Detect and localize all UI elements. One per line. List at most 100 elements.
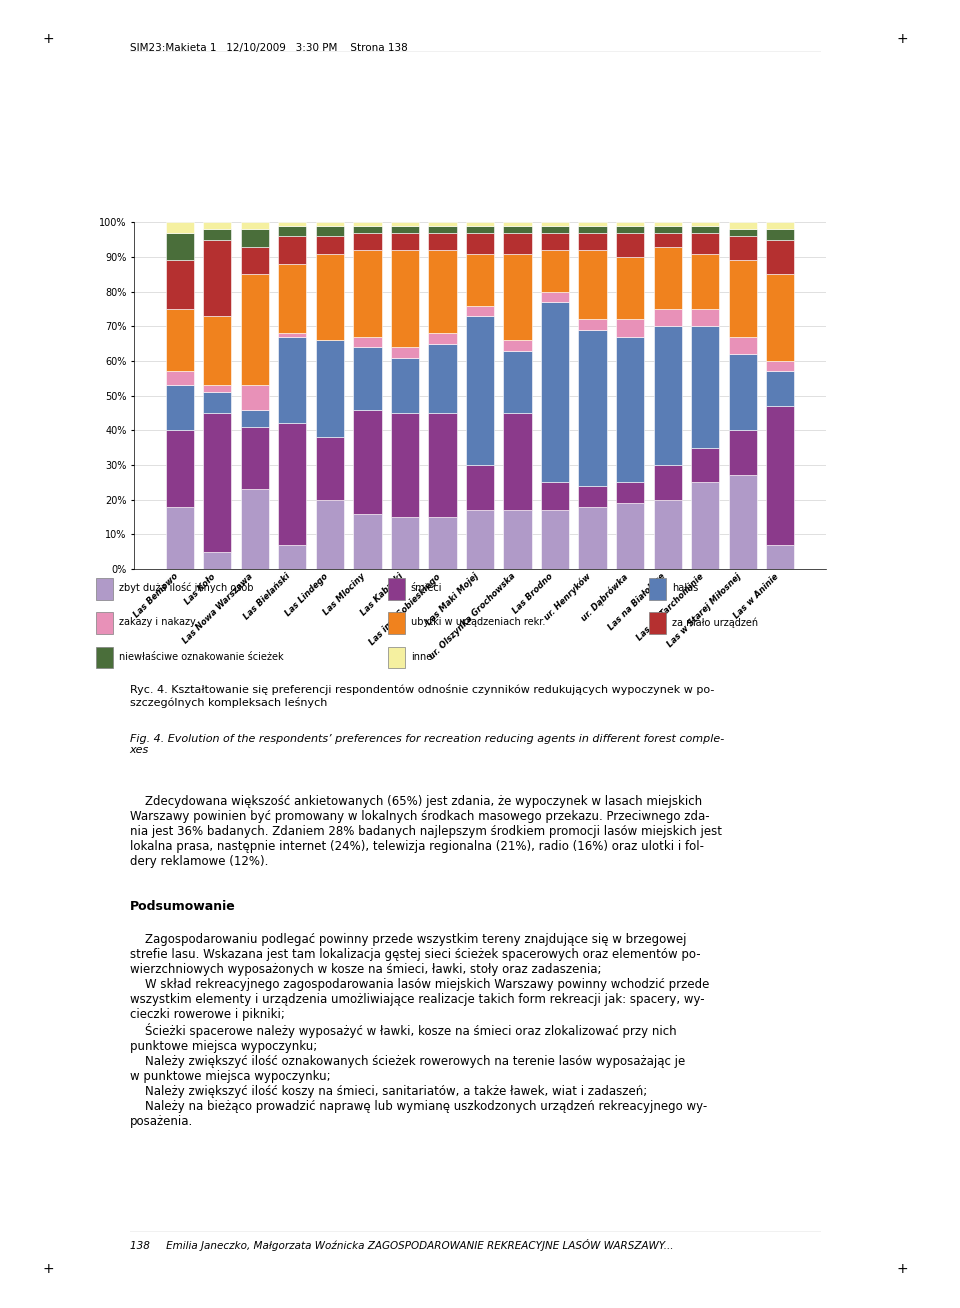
Bar [428, 233, 457, 250]
Bar [766, 371, 794, 405]
FancyBboxPatch shape [649, 612, 666, 634]
FancyBboxPatch shape [388, 612, 405, 634]
Bar [541, 233, 569, 250]
Bar [766, 405, 794, 544]
Bar [241, 229, 269, 247]
Bar [353, 347, 381, 409]
Bar [503, 510, 532, 569]
Bar [654, 326, 682, 466]
Bar [579, 222, 607, 226]
FancyBboxPatch shape [96, 612, 113, 634]
Bar [391, 222, 419, 226]
Bar [503, 226, 532, 233]
Bar [204, 222, 231, 229]
Bar [503, 413, 532, 510]
Bar [729, 336, 756, 354]
Bar [166, 309, 194, 371]
Bar [353, 222, 381, 226]
Bar [353, 233, 381, 250]
Bar [503, 222, 532, 226]
Bar [466, 226, 494, 233]
FancyBboxPatch shape [96, 578, 113, 599]
Bar [729, 475, 756, 569]
Bar [204, 392, 231, 413]
Bar [428, 226, 457, 233]
Text: ubytki w urządzeniach rekr.: ubytki w urządzeniach rekr. [411, 617, 545, 628]
Bar [166, 386, 194, 430]
Bar [241, 426, 269, 489]
Bar [616, 504, 644, 569]
Bar [166, 260, 194, 309]
Text: 138     Emilia Janeczko, Małgorzata Woźnicka ZAGOSPODAROWANIE REKREACYJNE LASÓW : 138 Emilia Janeczko, Małgorzata Woźnicka… [130, 1239, 673, 1250]
Bar [466, 510, 494, 569]
Bar [316, 237, 344, 254]
Bar [428, 334, 457, 344]
Text: Zdecydowana większość ankietowanych (65%) jest zdania, że wypoczynek w lasach mi: Zdecydowana większość ankietowanych (65%… [130, 795, 722, 869]
Bar [166, 371, 194, 386]
Bar [391, 233, 419, 250]
Text: Ryc. 4. Kształtowanie się preferencji respondentów odnośnie czynników redukujący: Ryc. 4. Kształtowanie się preferencji re… [130, 684, 714, 708]
Bar [766, 229, 794, 239]
Bar [729, 237, 756, 260]
Bar [616, 483, 644, 504]
Bar [466, 306, 494, 317]
Bar [691, 326, 719, 447]
Bar [616, 222, 644, 226]
Bar [241, 222, 269, 229]
Bar [654, 247, 682, 309]
Bar [466, 233, 494, 254]
Bar [616, 226, 644, 233]
Text: inne: inne [411, 651, 432, 662]
Bar [729, 229, 756, 237]
Text: Zagospodarowaniu podlegać powinny przede wszystkim tereny znajdujące się w brzeg: Zagospodarowaniu podlegać powinny przede… [130, 933, 709, 1127]
Bar [541, 292, 569, 302]
Bar [541, 222, 569, 226]
Bar [466, 254, 494, 306]
Bar [316, 226, 344, 237]
Bar [691, 447, 719, 483]
Bar [729, 260, 756, 336]
Text: Podsumowanie: Podsumowanie [130, 900, 235, 913]
Bar [579, 330, 607, 485]
Bar [391, 250, 419, 347]
Bar [466, 317, 494, 466]
Bar [241, 386, 269, 409]
Bar [541, 483, 569, 510]
Bar [353, 250, 381, 336]
Bar [541, 250, 569, 292]
FancyBboxPatch shape [96, 646, 113, 668]
Bar [391, 413, 419, 517]
Bar [654, 222, 682, 226]
Bar [654, 233, 682, 247]
Bar [503, 340, 532, 351]
Bar [691, 233, 719, 254]
Bar [503, 351, 532, 413]
Bar [579, 319, 607, 330]
Bar [353, 336, 381, 347]
Bar [691, 309, 719, 327]
Bar [391, 357, 419, 413]
Text: śmieci: śmieci [411, 583, 443, 593]
Bar [241, 247, 269, 275]
Text: zakazy i nakazy: zakazy i nakazy [119, 617, 196, 628]
Bar [278, 264, 306, 334]
Bar [278, 424, 306, 544]
Bar [391, 517, 419, 569]
Bar [691, 226, 719, 233]
Bar [503, 254, 532, 340]
Bar [654, 500, 682, 569]
Bar [428, 517, 457, 569]
Bar [204, 386, 231, 392]
Bar [766, 239, 794, 275]
Text: hałas: hałas [672, 583, 698, 593]
Bar [616, 319, 644, 336]
Bar [278, 237, 306, 264]
Text: +: + [897, 33, 908, 46]
Bar [579, 485, 607, 506]
Bar [166, 430, 194, 506]
Bar [353, 226, 381, 233]
Bar [316, 500, 344, 569]
Bar [503, 233, 532, 254]
Bar [766, 361, 794, 371]
Bar [579, 506, 607, 569]
